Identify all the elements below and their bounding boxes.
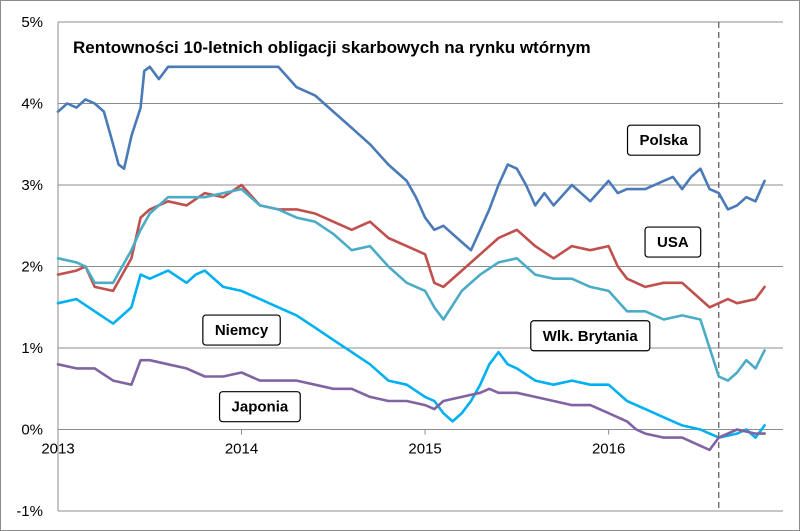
series-line-5 [56, 358, 766, 452]
series-label-box: Polska [626, 124, 701, 156]
y-tick-label: 4% [21, 96, 43, 113]
series-labels: Polska USA Wlk. Brytania Niemcy Japonia [202, 124, 702, 423]
series-label-box: Niemcy [202, 314, 281, 346]
series-label: Niemcy [215, 322, 269, 339]
x-tick-label: 2015 [408, 441, 441, 458]
series-label-frame [626, 124, 701, 156]
series-label: Polska [640, 132, 689, 149]
y-tick-label: 2% [21, 259, 43, 276]
y-tick-label: 5% [21, 14, 43, 31]
series-label-box: USA [644, 226, 702, 258]
series-label-box: Wlk. Brytania [530, 320, 651, 352]
series-label: Japonia [232, 399, 289, 416]
series-lines [56, 65, 766, 452]
x-tick-label: 2014 [225, 441, 258, 458]
x-axis-tick-labels: 2013 2014 2015 2016 [41, 441, 625, 458]
y-axis-tick-labels: 5% 4% 3% 2% 1% 0% -1% [16, 14, 43, 520]
y-tick-label: 1% [21, 340, 43, 357]
series-line-3 [56, 187, 766, 382]
chart-title: Rentowności 10-letnich obligacji skarbow… [73, 38, 591, 57]
y-tick-label: 0% [21, 422, 43, 439]
series-label: USA [657, 234, 689, 251]
series-label: Wlk. Brytania [543, 328, 639, 345]
x-tick-label: 2016 [592, 441, 625, 458]
y-tick-label: 3% [21, 177, 43, 194]
series-line-1 [56, 65, 766, 252]
series-line-4 [56, 269, 766, 439]
grid-lines [58, 21, 783, 512]
series-label-frame [644, 226, 702, 258]
series-label-frame [530, 320, 651, 352]
series-label-frame [218, 391, 301, 423]
series-label-frame [202, 314, 281, 346]
y-tick-label: -1% [16, 503, 43, 520]
axes [57, 22, 783, 511]
x-tick-label: 2013 [41, 441, 74, 458]
series-label-box: Japonia [218, 391, 301, 423]
